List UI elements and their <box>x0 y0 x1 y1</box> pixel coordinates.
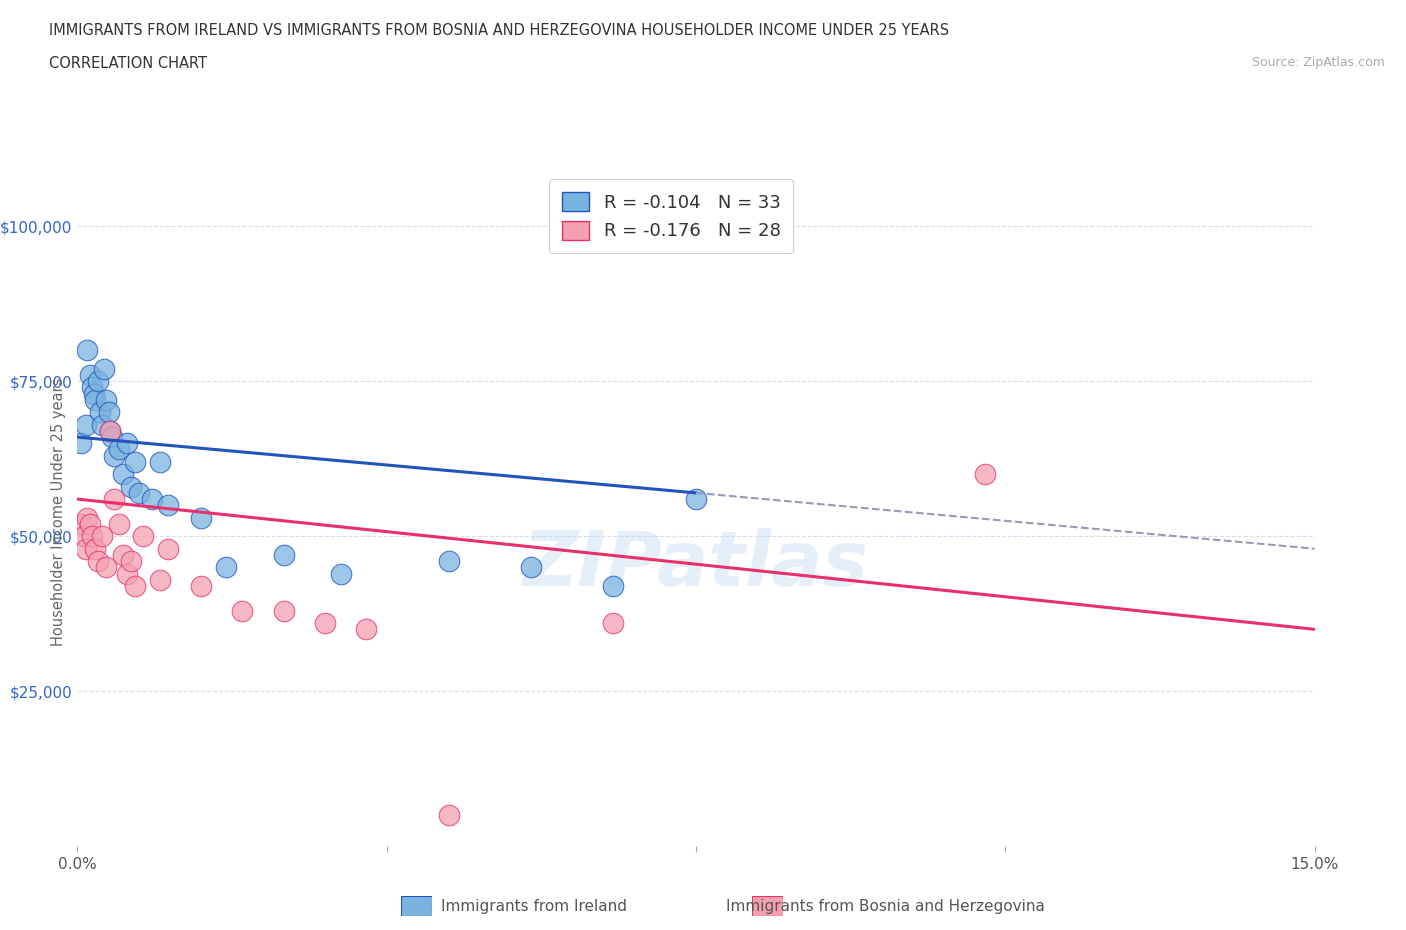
Y-axis label: Householder Income Under 25 years: Householder Income Under 25 years <box>51 378 66 645</box>
Text: CORRELATION CHART: CORRELATION CHART <box>49 56 207 71</box>
Point <box>107 516 129 531</box>
Point <box>91 529 114 544</box>
Point <box>89 405 111 419</box>
Text: Immigrants from Bosnia and Herzegovina: Immigrants from Bosnia and Herzegovina <box>727 899 1045 914</box>
Point <box>83 386 105 401</box>
Point <box>87 374 110 389</box>
Text: Source: ZipAtlas.com: Source: ZipAtlas.com <box>1251 56 1385 69</box>
Point <box>96 392 118 407</box>
Point <box>103 492 125 507</box>
Text: ZIPatlas: ZIPatlas <box>523 528 869 602</box>
Point <box>84 392 107 407</box>
Legend: R = -0.104   N = 33, R = -0.176   N = 28: R = -0.104 N = 33, R = -0.176 N = 28 <box>550 179 793 253</box>
Point <box>685 492 707 507</box>
Point <box>273 604 295 618</box>
Point <box>70 516 93 531</box>
Point <box>157 541 180 556</box>
Point <box>215 560 238 575</box>
Point <box>602 616 624 631</box>
Point <box>115 566 138 581</box>
Point <box>98 423 121 438</box>
Point <box>124 455 146 470</box>
Point <box>75 541 97 556</box>
Point <box>314 616 336 631</box>
Point <box>273 548 295 563</box>
Point <box>93 362 115 377</box>
Point <box>79 367 101 382</box>
Point <box>91 418 114 432</box>
Point <box>120 479 142 494</box>
Point <box>82 529 104 544</box>
Point <box>107 442 129 457</box>
Point <box>87 553 110 568</box>
Point <box>101 430 124 445</box>
Point <box>111 548 134 563</box>
Point <box>520 560 543 575</box>
Point <box>128 485 150 500</box>
Point <box>157 498 180 512</box>
Point <box>70 436 93 451</box>
Point <box>120 553 142 568</box>
Point <box>190 578 212 593</box>
Point <box>437 808 460 823</box>
Point <box>76 511 98 525</box>
Point <box>602 578 624 593</box>
Point <box>973 467 995 482</box>
Point <box>115 436 138 451</box>
Point <box>190 511 212 525</box>
Point <box>103 448 125 463</box>
Point <box>330 566 353 581</box>
Point <box>141 492 163 507</box>
Point <box>96 560 118 575</box>
Text: Immigrants from Ireland: Immigrants from Ireland <box>441 899 627 914</box>
Point <box>124 578 146 593</box>
Point <box>149 572 172 587</box>
Point <box>98 423 121 438</box>
Point <box>149 455 172 470</box>
Point <box>97 405 120 419</box>
Point <box>231 604 253 618</box>
Point <box>73 529 96 544</box>
Point <box>84 541 107 556</box>
Point <box>79 516 101 531</box>
Point <box>76 343 98 358</box>
Point <box>132 529 155 544</box>
Point <box>111 467 134 482</box>
Text: IMMIGRANTS FROM IRELAND VS IMMIGRANTS FROM BOSNIA AND HERZEGOVINA HOUSEHOLDER IN: IMMIGRANTS FROM IRELAND VS IMMIGRANTS FR… <box>49 23 949 38</box>
Point <box>437 553 460 568</box>
Point <box>75 418 97 432</box>
Point <box>354 622 377 637</box>
Point <box>82 380 104 395</box>
